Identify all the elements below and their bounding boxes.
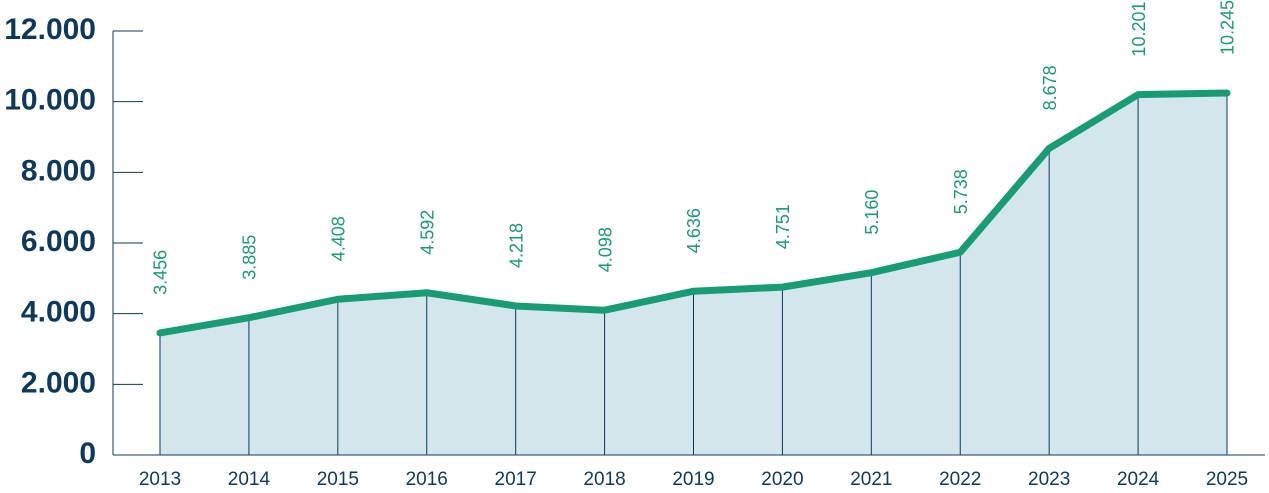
x-tick-label: 2015 — [317, 469, 359, 490]
value-label: 5.738 — [951, 169, 971, 214]
value-label: 10.245 — [1218, 0, 1238, 55]
value-label: 3.456 — [151, 250, 171, 295]
x-tick-label: 2016 — [406, 469, 448, 490]
y-tick-label: 12.000 — [4, 13, 96, 46]
x-tick-label: 2018 — [583, 469, 625, 490]
value-label: 10.201 — [1129, 2, 1149, 57]
x-tick-label: 2020 — [761, 469, 803, 490]
value-label: 3.885 — [240, 235, 260, 280]
x-tick-label: 2021 — [850, 469, 892, 490]
x-tick-label: 2024 — [1117, 469, 1160, 490]
x-tick-label: 2022 — [939, 469, 981, 490]
y-tick-label: 0 — [79, 437, 96, 470]
x-tick-label: 2019 — [672, 469, 714, 490]
y-tick-label: 2.000 — [21, 366, 96, 399]
value-label: 4.636 — [684, 208, 704, 253]
y-tick-label: 10.000 — [4, 84, 96, 117]
value-label: 4.098 — [595, 227, 615, 272]
y-tick-label: 6.000 — [21, 225, 96, 258]
value-label: 4.751 — [773, 204, 793, 249]
x-tick-label: 2017 — [495, 469, 537, 490]
value-label: 4.408 — [329, 216, 349, 261]
value-label: 4.218 — [506, 223, 526, 268]
x-tick-label: 2013 — [139, 469, 181, 490]
line — [156, 89, 1231, 337]
value-label: 4.592 — [418, 210, 438, 255]
value-label: 8.678 — [1040, 65, 1060, 110]
y-tick-label: 8.000 — [21, 154, 96, 187]
x-tick-label: 2023 — [1028, 469, 1070, 490]
value-label: 5.160 — [862, 190, 882, 235]
x-tick-label: 2014 — [228, 469, 271, 490]
x-tick-label: 2025 — [1206, 469, 1248, 490]
y-tick-label: 4.000 — [21, 296, 96, 329]
